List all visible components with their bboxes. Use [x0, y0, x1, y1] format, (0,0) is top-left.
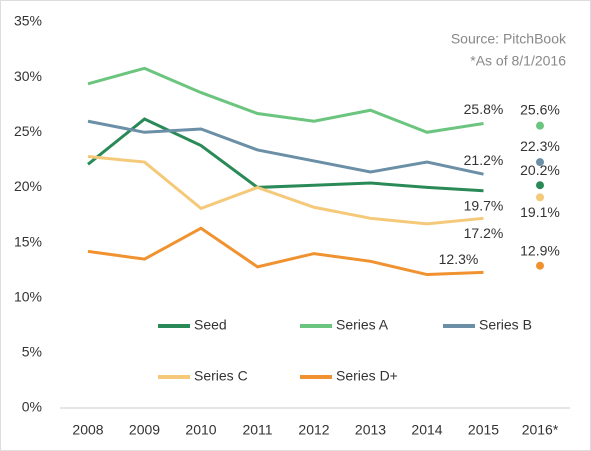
y-tick-label: 20% — [14, 178, 42, 194]
value-label: 25.8% — [464, 101, 504, 117]
point — [536, 158, 544, 167]
y-tick-label: 30% — [14, 68, 42, 84]
value-label: 21.2% — [464, 152, 504, 168]
value-label: 20.2% — [520, 162, 560, 178]
x-tick-label: 2013 — [355, 422, 386, 438]
y-tick-label: 0% — [22, 399, 42, 415]
x-tick-label: 2010 — [185, 422, 216, 438]
series-line — [87, 155, 484, 226]
x-tick-label: 2016* — [522, 422, 559, 438]
series-line — [87, 119, 484, 176]
x-tick-label: 2011 — [242, 422, 272, 438]
legend-label: Series B — [479, 317, 532, 333]
legend-label: Seed — [194, 317, 227, 333]
y-tick-label: 35% — [14, 13, 42, 29]
annotation: Source: PitchBook — [451, 31, 567, 47]
point — [536, 193, 544, 202]
point — [536, 181, 544, 190]
series-line — [87, 66, 484, 134]
series-line — [87, 226, 484, 277]
x-tick-label: 2009 — [129, 422, 160, 438]
y-tick-label: 25% — [14, 123, 42, 139]
legend-label: Series A — [336, 317, 389, 333]
value-label: 19.7% — [464, 197, 504, 213]
annotation: *As of 8/1/2016 — [470, 53, 566, 69]
value-label: 22.3% — [520, 138, 560, 154]
series-line — [87, 117, 484, 193]
legend-label: Series D+ — [336, 368, 398, 384]
value-label: 17.2% — [464, 225, 504, 241]
x-tick-label: 2015 — [468, 422, 499, 438]
x-tick-label: 2008 — [72, 422, 103, 438]
x-tick-label: 2012 — [298, 422, 329, 438]
value-label: 12.3% — [439, 251, 479, 267]
point — [536, 121, 544, 130]
y-tick-label: 15% — [14, 233, 42, 249]
x-tick-label: 2014 — [411, 422, 442, 438]
value-label: 25.6% — [520, 101, 560, 117]
y-tick-label: 5% — [22, 344, 42, 360]
legend-label: Series C — [194, 368, 248, 384]
point — [536, 261, 544, 270]
value-label: 12.9% — [520, 242, 560, 258]
y-tick-label: 10% — [14, 288, 42, 304]
value-label: 19.1% — [520, 204, 560, 220]
